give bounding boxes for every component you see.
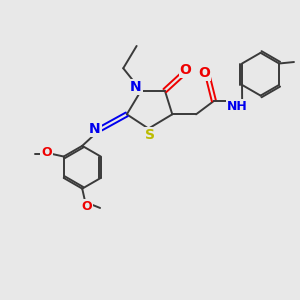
Text: S: S	[145, 128, 155, 142]
Text: NH: NH	[227, 100, 248, 113]
Text: O: O	[199, 66, 210, 80]
Text: N: N	[130, 80, 142, 94]
Text: O: O	[81, 200, 92, 213]
Text: O: O	[180, 63, 192, 77]
Text: O: O	[41, 146, 52, 159]
Text: N: N	[89, 122, 101, 136]
